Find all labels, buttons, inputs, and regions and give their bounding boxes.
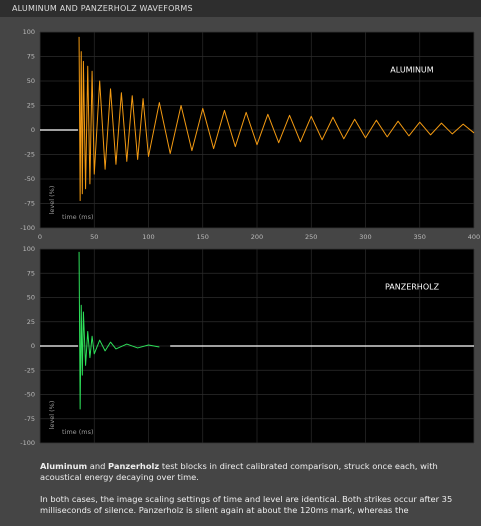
- y-tick-label: -25: [24, 366, 35, 374]
- description: Aluminum and Panzerholz test blocks in d…: [40, 461, 472, 526]
- y-tick-label: -100: [20, 439, 35, 447]
- x-axis-label: time (ms): [62, 213, 94, 221]
- x-tick-label: 200: [251, 233, 263, 241]
- y-tick-label: 25: [27, 102, 35, 110]
- chart-label: ALUMINUM: [390, 66, 433, 75]
- y-axis-label: level (%): [48, 186, 56, 215]
- text: test blocks in direct calibrated compari…: [40, 461, 438, 482]
- y-tick-label: 100: [23, 245, 35, 253]
- y-tick-label: -75: [24, 415, 35, 423]
- waveform: [78, 251, 160, 410]
- x-tick-label: 350: [414, 233, 426, 241]
- y-tick-label: -50: [24, 175, 35, 183]
- text: and: [87, 461, 109, 471]
- page-title: ALUMINUM AND PANZERHOLZ WAVEFORMS: [0, 0, 481, 17]
- x-tick-label: 100: [142, 233, 154, 241]
- paragraph: In both cases, the image scaling setting…: [40, 494, 472, 516]
- x-tick-label: 0: [38, 233, 42, 241]
- x-tick-label: 400: [468, 233, 480, 241]
- paragraph: Aluminum and Panzerholz test blocks in d…: [40, 461, 472, 483]
- y-tick-label: 25: [27, 318, 35, 326]
- waveform: [78, 36, 475, 202]
- x-axis-label: time (ms): [62, 428, 94, 436]
- chart-label: PANZERHOLZ: [385, 283, 440, 292]
- x-tick-label: 300: [359, 233, 371, 241]
- y-tick-label: 100: [23, 28, 35, 36]
- y-tick-label: 0: [31, 342, 35, 350]
- y-tick-label: 0: [31, 126, 35, 134]
- y-tick-label: -25: [24, 151, 35, 159]
- y-tick-label: 75: [27, 53, 35, 61]
- text: In both cases, the image scaling setting…: [40, 494, 453, 515]
- y-tick-label: -75: [24, 200, 35, 208]
- bold-text: Aluminum: [40, 461, 88, 471]
- x-tick-label: 250: [305, 233, 317, 241]
- x-tick-label: 150: [197, 233, 209, 241]
- y-tick-label: 50: [27, 294, 35, 302]
- y-axis-label: level (%): [48, 401, 56, 430]
- bold-text: Panzerholz: [108, 461, 160, 471]
- y-tick-label: 75: [27, 269, 35, 277]
- x-tick-label: 50: [90, 233, 98, 241]
- y-tick-label: -50: [24, 391, 35, 399]
- y-tick-label: -100: [20, 224, 35, 232]
- y-tick-label: 50: [27, 77, 35, 85]
